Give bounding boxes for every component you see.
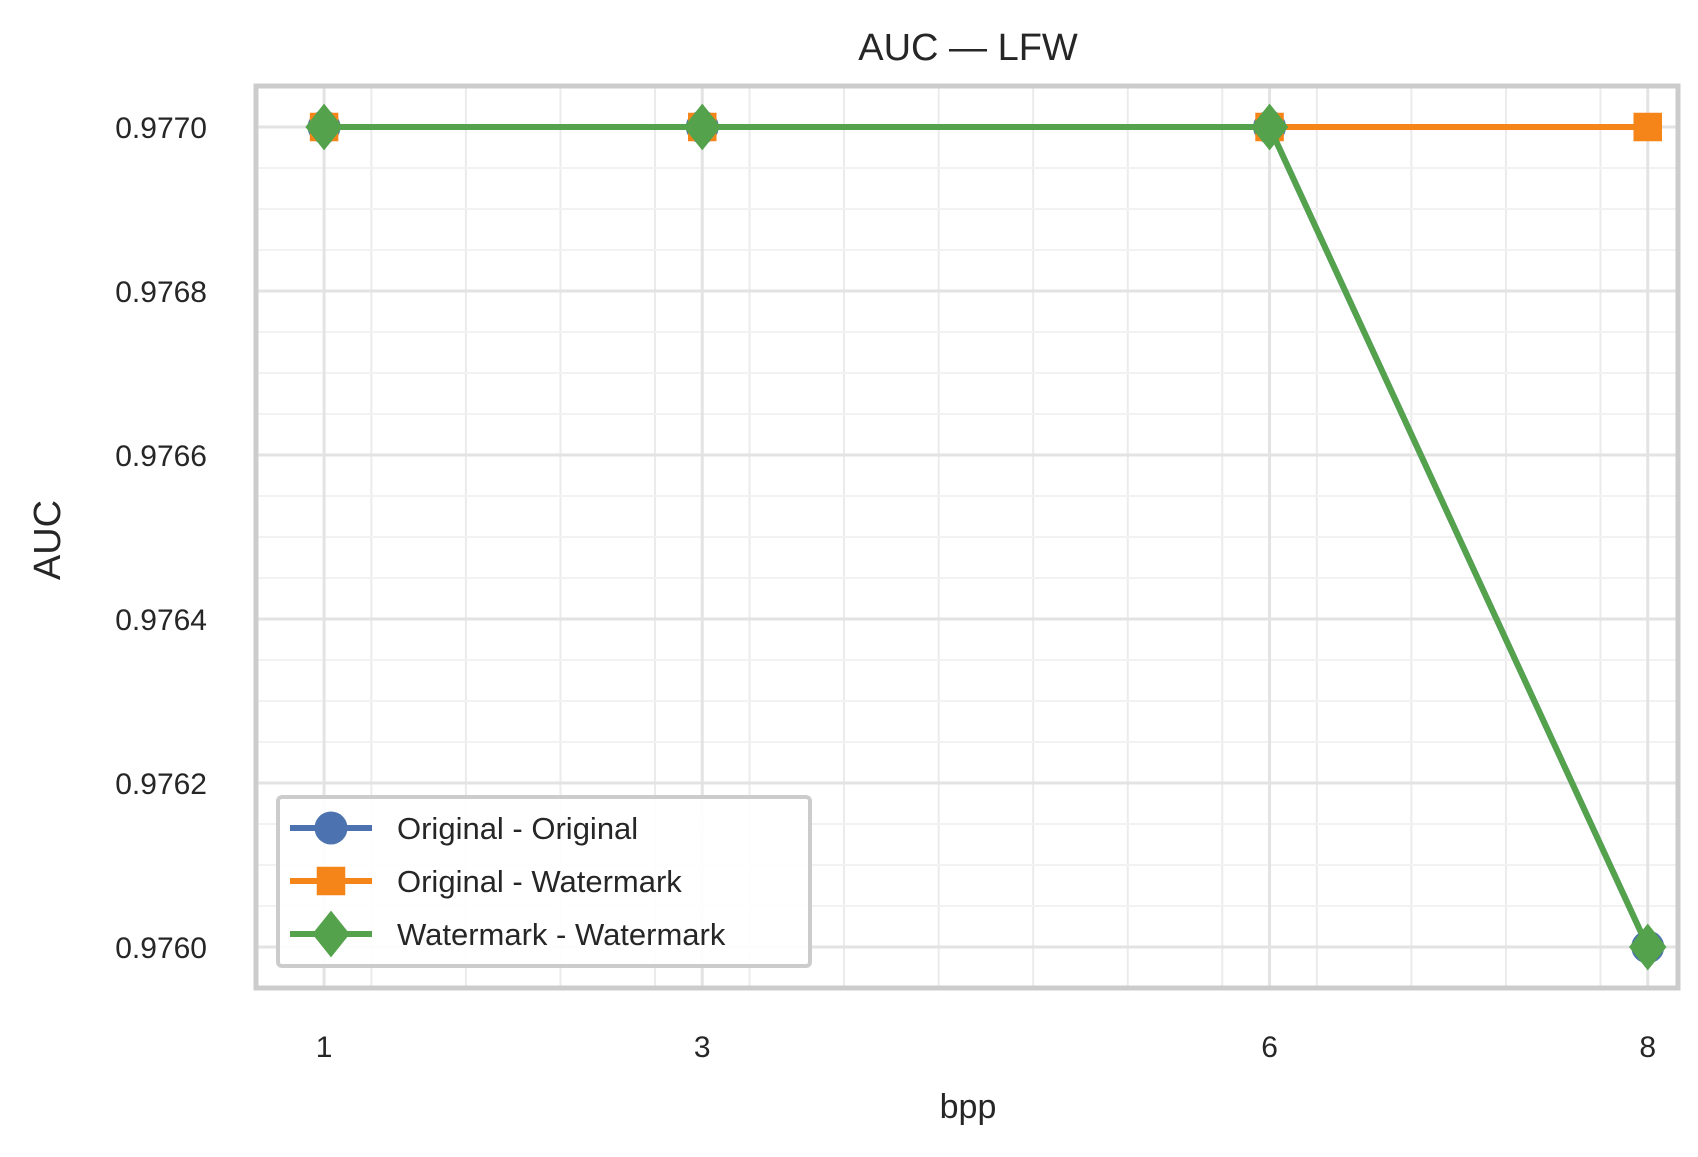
legend: Original - Original Original - Watermark W… bbox=[276, 795, 812, 968]
x-tick-label: 6 bbox=[1261, 1031, 1278, 1064]
legend-box bbox=[276, 795, 812, 968]
data-point bbox=[683, 103, 721, 151]
y-tick-label: 0.9762 bbox=[115, 768, 207, 801]
y-axis-label: AUC bbox=[27, 500, 69, 580]
x-axis-label: bpp bbox=[940, 1088, 997, 1126]
data-point bbox=[1250, 103, 1289, 151]
legend-items: Original - Original Original - Watermark W… bbox=[290, 811, 726, 958]
x-tick-label: 8 bbox=[1639, 1031, 1656, 1064]
data-point bbox=[1629, 923, 1667, 971]
y-tick-label: 0.9768 bbox=[115, 276, 207, 309]
legend-marker bbox=[312, 910, 350, 958]
y-tick-label: 0.9760 bbox=[115, 932, 207, 965]
series-line bbox=[324, 124, 1651, 949]
y-tick-label: 0.9764 bbox=[115, 604, 207, 637]
legend-item: Watermark - Watermark bbox=[290, 910, 726, 958]
legend-label: Original - Original bbox=[397, 811, 638, 846]
data-point bbox=[305, 103, 343, 151]
x-tick-label: 3 bbox=[694, 1031, 711, 1064]
plot-frame bbox=[253, 83, 1681, 991]
legend-label: Original - Watermark bbox=[397, 864, 682, 899]
chart-title: AUC — LFW bbox=[858, 27, 1078, 69]
legend-item: Original - Original bbox=[290, 811, 638, 846]
legend-marker bbox=[316, 866, 346, 896]
data-point bbox=[1633, 112, 1662, 142]
y-tick-label: 0.9770 bbox=[115, 112, 207, 145]
series-layer bbox=[305, 103, 1667, 971]
legend-label: Watermark - Watermark bbox=[397, 917, 726, 952]
series-3 bbox=[305, 103, 1667, 971]
x-tick-label: 1 bbox=[316, 1031, 333, 1064]
y-tick-label: 0.9766 bbox=[115, 440, 207, 473]
legend-marker bbox=[314, 811, 348, 845]
axis-layer: 1 3 6 8 0.9760 0.9762 0.9764 0.9766 0.9768 0.9770 bbox=[115, 112, 1656, 1064]
legend-item: Original - Watermark bbox=[290, 864, 682, 899]
